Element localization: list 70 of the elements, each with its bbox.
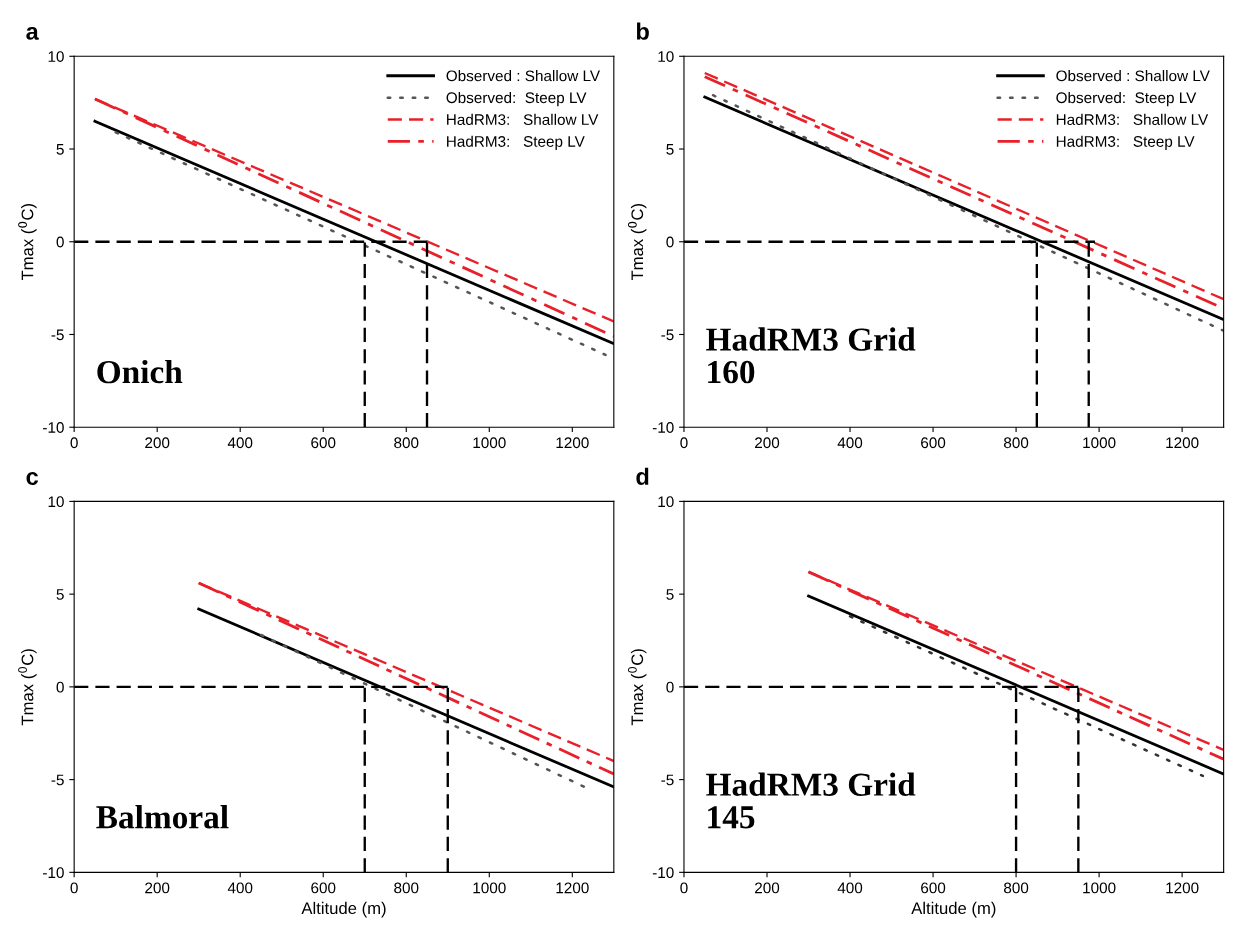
x-tick-label: 400	[837, 437, 863, 449]
x-tick-label: 600	[311, 437, 336, 449]
y-tick-label: -5	[51, 774, 64, 786]
x-tick-label: 1200	[556, 437, 589, 449]
x-tick-label: 1200	[1166, 437, 1199, 449]
x-tick-label: 400	[227, 437, 253, 449]
x-axis-title: Altitude (m)	[301, 901, 386, 918]
y-tick-label: 5	[666, 144, 674, 155]
x-tick-label: 400	[837, 882, 863, 894]
y-tick-label: 10	[658, 51, 674, 62]
chart-title: b	[636, 22, 649, 40]
x-tick-label: 800	[1004, 882, 1029, 894]
x-tick-label: 0	[70, 437, 78, 449]
legend-label: HadRM3: Steep LV	[1056, 135, 1195, 150]
x-tick-label: 1000	[1083, 437, 1116, 449]
x-tick-label: 200	[755, 882, 780, 894]
x-tick-label: 200	[145, 882, 170, 894]
annotation: HadRM3 Grid 160	[706, 327, 916, 384]
legend-label: Observed : Shallow LV	[1056, 70, 1210, 82]
y-axis-title: Tmax ($^{0}$C)	[18, 649, 37, 726]
x-tick-label: 800	[394, 437, 419, 449]
y-tick-label: -10	[652, 867, 674, 879]
y-tick-label: 0	[56, 236, 64, 248]
chart-title: c	[26, 472, 39, 485]
annotation: Onich	[97, 359, 183, 384]
legend-label: Observed: Steep LV	[1056, 91, 1197, 107]
annotation: HadRM3 Grid 145	[706, 772, 916, 829]
x-tick-label: 600	[921, 882, 946, 894]
x-tick-label: 200	[755, 437, 780, 449]
x-tick-label: 800	[394, 882, 419, 894]
legend-label: HadRM3: Shallow LV	[447, 113, 599, 126]
y-tick-label: 0	[666, 236, 674, 248]
x-tick-label: 600	[921, 437, 946, 449]
y-axis-title: Tmax ($^{0}$C)	[627, 204, 647, 281]
x-tick-label: 600	[311, 882, 336, 894]
x-tick-label: 200	[145, 437, 170, 449]
x-axis-title: Altitude (m)	[911, 901, 996, 918]
x-tick-label: 0	[680, 882, 688, 894]
y-tick-label: 5	[56, 144, 64, 155]
x-tick-label: 1000	[473, 437, 506, 449]
x-tick-label: 1000	[473, 882, 506, 894]
x-tick-label: 800	[1004, 437, 1029, 449]
y-axis-title: Tmax ($^{0}$C)	[627, 649, 647, 726]
y-tick-label: -5	[51, 329, 64, 341]
y-tick-label: -5	[661, 774, 674, 786]
legend-label: HadRM3: Steep LV	[447, 135, 585, 150]
y-tick-label: -10	[43, 867, 64, 879]
y-tick-label: 0	[56, 681, 64, 693]
y-tick-label: 5	[56, 589, 64, 600]
x-tick-label: 0	[680, 437, 688, 449]
y-tick-label: -10	[43, 422, 64, 433]
chart-title: a	[26, 26, 39, 40]
legend-label: Observed: Steep LV	[446, 91, 587, 107]
y-tick-label: 10	[48, 51, 64, 62]
y-tick-label: 5	[666, 589, 674, 600]
chart-title: d	[636, 467, 649, 485]
y-tick-label: 0	[666, 681, 674, 693]
x-tick-label: 1000	[1083, 882, 1116, 894]
x-tick-label: 0	[70, 882, 78, 894]
y-axis-title: Tmax ($^{0}$C)	[18, 204, 37, 281]
x-tick-label: 1200	[556, 882, 589, 894]
legend-label: Observed : Shallow LV	[446, 70, 601, 82]
y-tick-label: 10	[658, 496, 674, 508]
x-tick-label: 400	[227, 882, 253, 894]
y-tick-label: 10	[48, 496, 64, 508]
legend-label: HadRM3: Shallow LV	[1056, 113, 1209, 126]
y-tick-label: -10	[652, 422, 674, 433]
annotation: Balmoral	[96, 805, 229, 829]
y-tick-label: -5	[661, 329, 674, 341]
x-tick-label: 1200	[1166, 882, 1199, 894]
